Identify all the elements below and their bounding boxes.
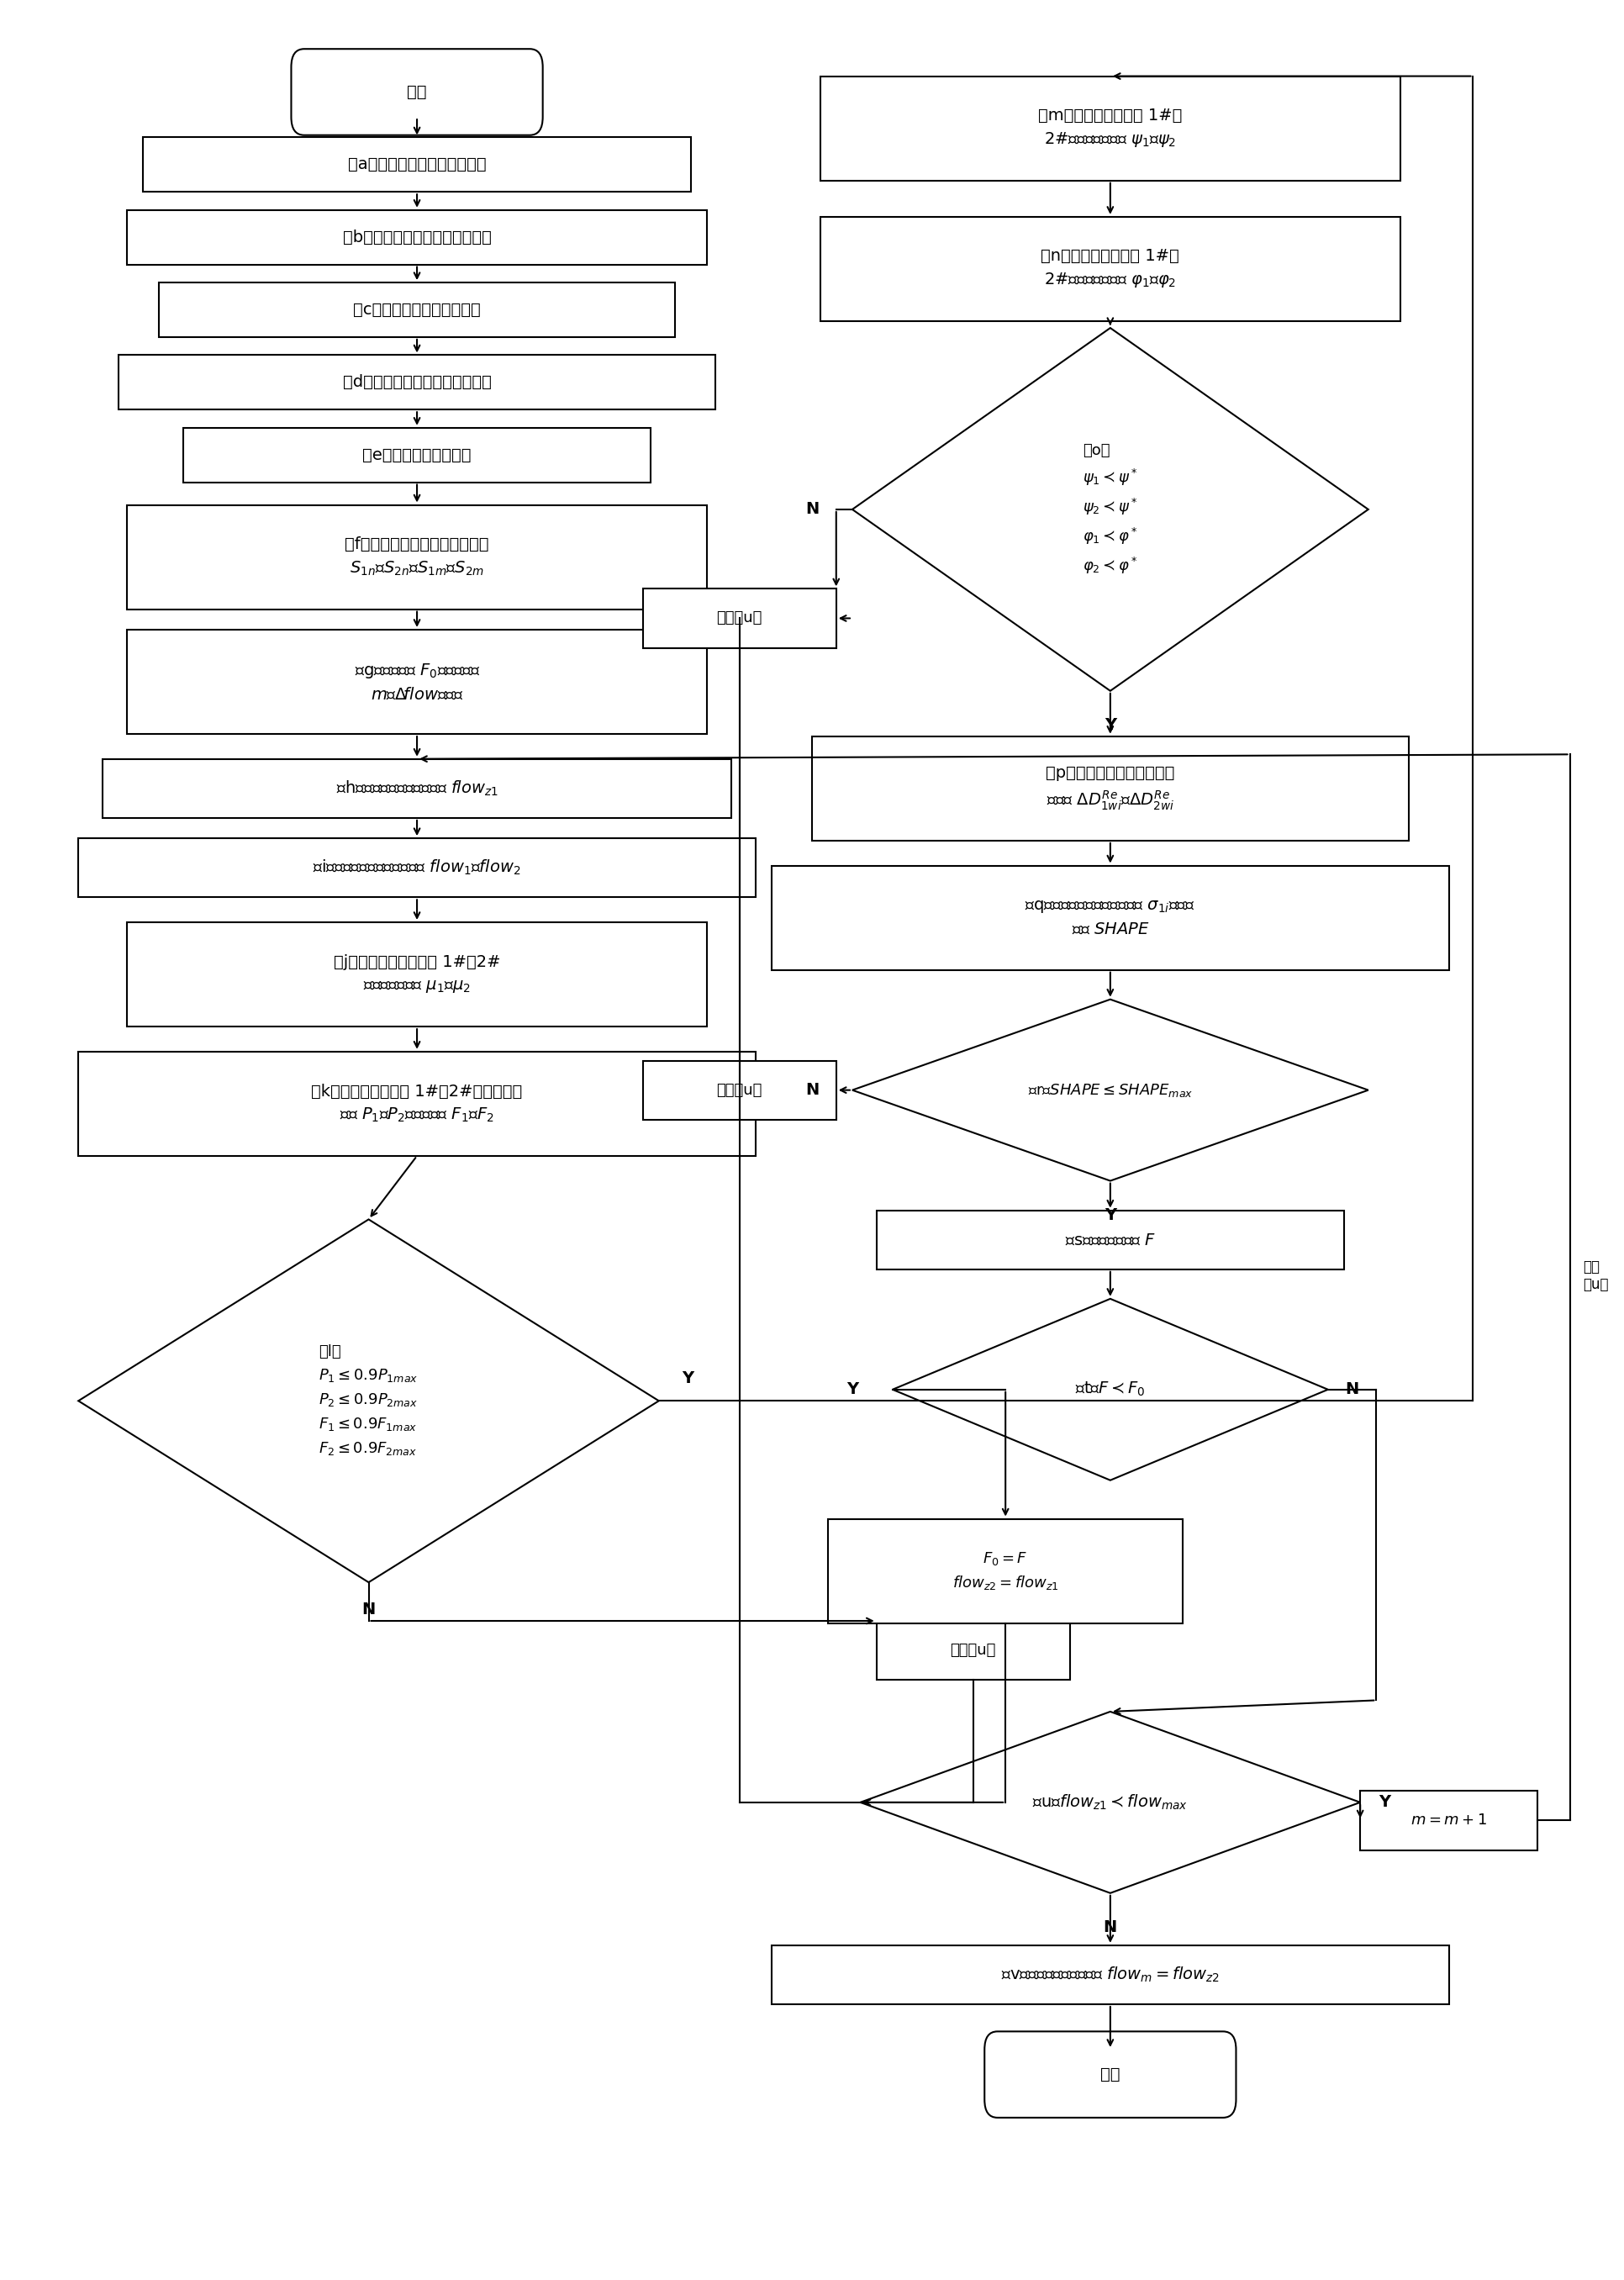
FancyBboxPatch shape: [102, 759, 731, 819]
FancyBboxPatch shape: [877, 1621, 1070, 1680]
FancyBboxPatch shape: [812, 736, 1408, 841]
Polygon shape: [853, 328, 1369, 691]
FancyBboxPatch shape: [828, 1518, 1182, 1623]
Text: 转入（u）: 转入（u）: [950, 1644, 996, 1658]
FancyBboxPatch shape: [127, 210, 706, 264]
FancyBboxPatch shape: [820, 75, 1400, 180]
FancyBboxPatch shape: [877, 1211, 1345, 1270]
Text: N: N: [806, 502, 818, 518]
Text: （j）计算出当前条件下 1#、2#
机架的摩擦系数 $\mu_1$、$\mu_2$: （j）计算出当前条件下 1#、2# 机架的摩擦系数 $\mu_1$、$\mu_2…: [333, 955, 500, 994]
Text: （s）计算目标函数 $F$: （s）计算目标函数 $F$: [1065, 1231, 1156, 1247]
Text: （m）计算当前条件下 1#、
2#机架的打滑因子 $\psi_1$、$\psi_2$: （m）计算当前条件下 1#、 2#机架的打滑因子 $\psi_1$、$\psi_…: [1038, 107, 1182, 148]
Polygon shape: [853, 999, 1369, 1181]
Text: （f）计算工作辊、中间辊弯辊力
$S_{1n}$、$S_{2n}$、$S_{1m}$、$S_{2m}$: （f）计算工作辊、中间辊弯辊力 $S_{1n}$、$S_{2n}$、$S_{1m…: [344, 536, 489, 577]
Polygon shape: [893, 1300, 1328, 1480]
Text: Y: Y: [1104, 1206, 1116, 1222]
FancyBboxPatch shape: [127, 504, 706, 609]
Text: （u）$\mathit{flow}_{z1}\prec\mathit{flow}_{max}$: （u）$\mathit{flow}_{z1}\prec\mathit{flow}…: [1033, 1792, 1189, 1813]
Text: （r）$\mathit{SHAPE}\leq\mathit{SHAPE}_{max}$: （r）$\mathit{SHAPE}\leq\mathit{SHAPE}_{ma…: [1028, 1081, 1194, 1099]
FancyBboxPatch shape: [771, 866, 1449, 969]
FancyBboxPatch shape: [643, 588, 836, 648]
Text: （n）计算当前条件下 1#、
2#机架的滑伤指数 $\varphi_1$、$\varphi_2$: （n）计算当前条件下 1#、 2#机架的滑伤指数 $\varphi_1$、$\v…: [1041, 249, 1179, 290]
Text: N: N: [1103, 1920, 1117, 1936]
FancyBboxPatch shape: [159, 283, 676, 337]
Text: （a）收集机组的主要设备参数: （a）收集机组的主要设备参数: [348, 157, 486, 173]
FancyBboxPatch shape: [643, 1060, 836, 1119]
Text: N: N: [362, 1601, 375, 1617]
FancyBboxPatch shape: [127, 629, 706, 734]
Text: Y: Y: [846, 1382, 857, 1398]
FancyBboxPatch shape: [771, 1945, 1449, 2004]
Text: （d）收集主要工艺润滑制度参数: （d）收集主要工艺润滑制度参数: [343, 374, 492, 390]
Text: Y: Y: [682, 1370, 693, 1386]
Text: （h）计算乳化液总流量变量 $\mathit{flow}_{z1}$: （h）计算乳化液总流量变量 $\mathit{flow}_{z1}$: [336, 780, 499, 798]
Text: （o）
$\psi_1\prec\psi^*$
$\psi_2\prec\psi^*$
$\varphi_1\prec\varphi^*$
$\varphi_2: （o） $\psi_1\prec\psi^*$ $\psi_2\prec\psi…: [1083, 442, 1138, 577]
FancyBboxPatch shape: [143, 137, 692, 192]
Text: Y: Y: [1379, 1794, 1390, 1810]
Text: （e）定义相关过程参数: （e）定义相关过程参数: [362, 447, 471, 463]
Text: （c）收集主要轧制工艺参数: （c）收集主要轧制工艺参数: [352, 301, 481, 317]
Text: （q）计算当前条件下张力分布 $\sigma_{1i}$，出口
板形 $\mathit{SHAPE}$: （q）计算当前条件下张力分布 $\sigma_{1i}$，出口 板形 $\mat…: [1025, 898, 1195, 937]
Text: 开始: 开始: [408, 84, 427, 100]
FancyBboxPatch shape: [1361, 1792, 1538, 1849]
FancyBboxPatch shape: [820, 217, 1400, 321]
Text: 转入（u）: 转入（u）: [716, 1083, 762, 1097]
Text: （v）输出最优乳化液流量 $\mathit{flow}_m=\mathit{flow}_{z2}$: （v）输出最优乳化液流量 $\mathit{flow}_m=\mathit{fl…: [1000, 1965, 1220, 1984]
FancyBboxPatch shape: [184, 429, 651, 481]
Text: 转入（u）: 转入（u）: [716, 611, 762, 625]
Text: （b）收集待轧制带材的特征参数: （b）收集待轧制带材的特征参数: [343, 230, 492, 246]
FancyBboxPatch shape: [984, 2031, 1236, 2118]
Text: 转入
（u）: 转入 （u）: [1583, 1261, 1608, 1293]
Polygon shape: [78, 1220, 659, 1582]
Text: N: N: [806, 1083, 818, 1099]
FancyBboxPatch shape: [78, 1051, 755, 1156]
Text: （p）计算两机架工作辊热辊
型分布 $\Delta D_{1wi}^{Re}$、$\Delta D_{2wi}^{Re}$: （p）计算两机架工作辊热辊 型分布 $\Delta D_{1wi}^{Re}$、…: [1046, 764, 1174, 812]
FancyBboxPatch shape: [78, 839, 755, 898]
Text: （g）目标函数 $F_0$、过程参数
$m$、$\Delta\!flow$赋初值: （g）目标函数 $F_0$、过程参数 $m$、$\Delta\!flow$赋初值: [354, 661, 479, 702]
Polygon shape: [861, 1712, 1361, 1892]
Text: （k）计算当前条件下 1#、2#机架的轧制
压力 $P_1$、$P_2$、轧制功率 $F_1$、$F_2$: （k）计算当前条件下 1#、2#机架的轧制 压力 $P_1$、$P_2$、轧制功…: [312, 1083, 523, 1124]
Text: （i）计算各机架乳化液的流量 $\mathit{flow}_1$、$\mathit{flow}_2$: （i）计算各机架乳化液的流量 $\mathit{flow}_1$、$\mathi…: [313, 860, 521, 878]
Text: 结束: 结束: [1101, 2066, 1121, 2082]
FancyBboxPatch shape: [119, 356, 715, 410]
Text: Y: Y: [1104, 716, 1116, 732]
Text: （t）$F\prec F_0$: （t）$F\prec F_0$: [1075, 1382, 1145, 1398]
Text: $m=m+1$: $m=m+1$: [1411, 1813, 1488, 1829]
Text: （l）
$P_1\leq0.9P_{1max}$
$P_2\leq0.9P_{2max}$
$F_1\leq0.9F_{1max}$
$F_2\leq0.9F_: （l） $P_1\leq0.9P_{1max}$ $P_2\leq0.9P_{2…: [318, 1345, 419, 1457]
Text: N: N: [1345, 1382, 1359, 1398]
Text: $F_0=F$
$\mathit{flow}_{z2}=\mathit{flow}_{z1}$: $F_0=F$ $\mathit{flow}_{z2}=\mathit{flow…: [952, 1550, 1059, 1591]
FancyBboxPatch shape: [291, 48, 542, 135]
FancyBboxPatch shape: [127, 921, 706, 1026]
